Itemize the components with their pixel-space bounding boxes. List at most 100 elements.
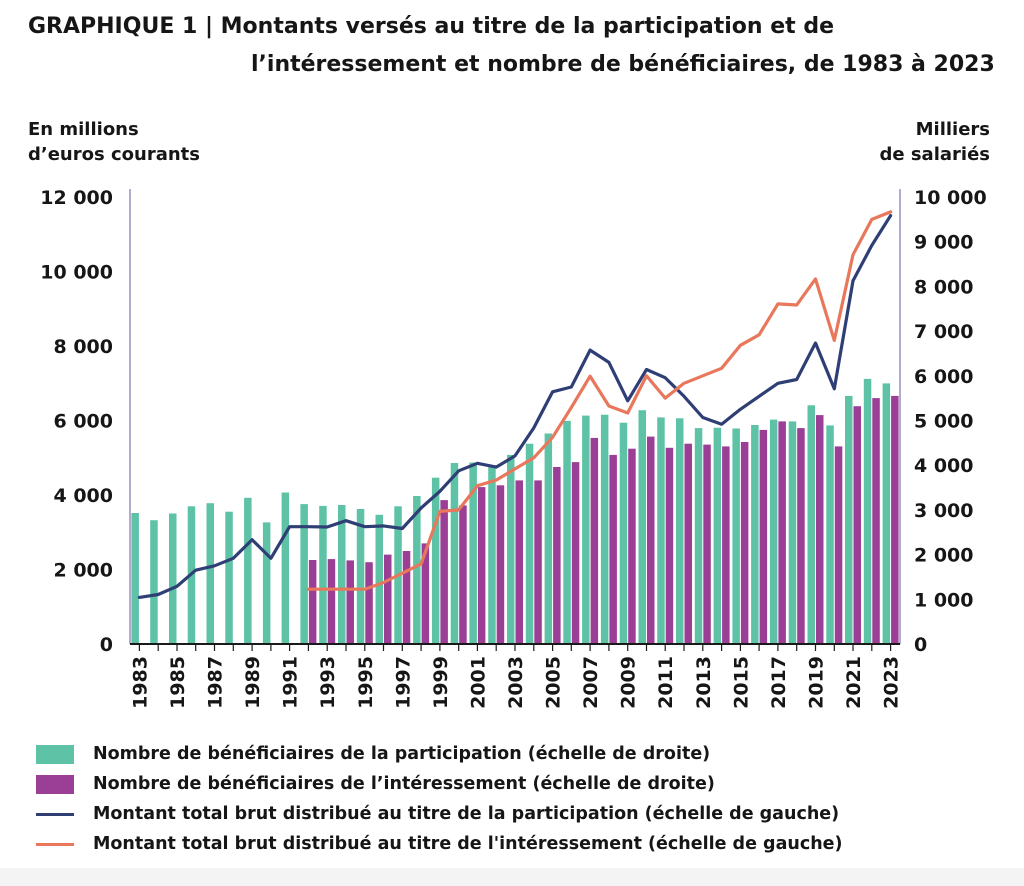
bar-participation-2000 <box>450 463 459 644</box>
x-tick-label: 1999 <box>430 656 452 709</box>
bar-interessement-2007 <box>590 437 599 644</box>
bar-participation-1999 <box>431 477 440 644</box>
bar-participation-2022 <box>863 378 872 644</box>
legend-item-participation-bar: Nombre de bénéficiaires de la participat… <box>36 741 843 767</box>
bar-interessement-2020 <box>834 446 843 644</box>
bar-participation-2016 <box>751 425 759 644</box>
bar-participation-2005 <box>544 433 553 644</box>
x-tick-label: 1985 <box>167 656 189 709</box>
chart-plot-area: 0 2 000 4 000 6 000 8 000 10 000 12 000 0 1 000 2… <box>40 187 986 709</box>
bar-participation-2019 <box>807 405 815 644</box>
x-tick-label: 2021 <box>843 656 865 709</box>
left-axis-unit-line1: En millions <box>28 119 139 140</box>
left-axis-unit-label: En millions d’euros courants <box>28 117 200 167</box>
bar-interessement-2002 <box>496 485 505 644</box>
x-tick-label: 1989 <box>242 656 264 709</box>
legend-item-participation-line: Montant total brut distribué au titre de… <box>36 801 843 827</box>
legend-swatch-participation-bar <box>36 744 74 764</box>
legend-label: Nombre de bénéficiaires de la participat… <box>93 744 711 764</box>
bar-interessement-2016 <box>759 429 768 644</box>
bar-interessement-2001 <box>477 487 486 644</box>
bar-interessement-2012 <box>684 443 692 644</box>
left-tick-label: 8 000 <box>54 336 114 358</box>
x-tick-label: 2001 <box>467 656 489 709</box>
right-axis-unit-line2: de salariés <box>879 144 990 165</box>
bar-participation-2017 <box>769 419 778 644</box>
x-tick-label: 1997 <box>392 656 414 709</box>
x-tick-label: 2011 <box>655 656 677 709</box>
bar-participation-2001 <box>469 462 477 644</box>
bar-participation-1987 <box>206 503 214 644</box>
right-tick-label: 1 000 <box>914 589 974 611</box>
x-tick-label: 2015 <box>730 656 752 709</box>
bar-interessement-2008 <box>609 454 617 644</box>
right-tick-label: 3 000 <box>914 500 974 522</box>
left-tick-label: 6 000 <box>54 411 114 433</box>
bar-participation-1994 <box>338 505 346 644</box>
left-tick-label: 4 000 <box>54 485 114 507</box>
bar-interessement-2000 <box>459 505 467 644</box>
bar-interessement-2014 <box>722 446 730 644</box>
right-axis-unit-label: Milliers de salariés <box>879 117 990 167</box>
x-tick-label: 2007 <box>580 656 602 709</box>
left-tick-label: 0 <box>100 634 113 656</box>
right-axis-unit-line1: Milliers <box>915 119 990 140</box>
bar-interessement-2013 <box>703 444 711 644</box>
x-tick-label: 2003 <box>505 656 527 709</box>
x-tick-label: 2009 <box>618 656 640 709</box>
bar-interessement-2009 <box>628 448 636 644</box>
bar-interessement-1994 <box>346 560 354 644</box>
bar-participation-2010 <box>638 410 646 644</box>
bar-participation-2011 <box>657 417 665 644</box>
legend-label: Montant total brut distribué au titre de… <box>93 834 843 854</box>
bar-interessement-2019 <box>816 415 824 644</box>
bar-participation-1983 <box>131 513 139 644</box>
x-tick-label: 2005 <box>543 656 565 709</box>
bar-interessement-2021 <box>853 406 861 644</box>
bar-interessement-2010 <box>647 436 655 644</box>
right-tick-label: 6 000 <box>914 366 974 388</box>
bar-participation-2004 <box>525 443 534 644</box>
bar-interessement-2023 <box>891 395 899 644</box>
bar-participation-2023 <box>882 383 891 644</box>
bar-participation-2003 <box>507 454 515 644</box>
bar-participation-1998 <box>413 496 421 644</box>
right-tick-label: 2 000 <box>914 545 974 567</box>
x-tick-label: 2017 <box>768 656 790 709</box>
chart-title-line1: GRAPHIQUE 1 | Montants versés au titre d… <box>28 14 834 39</box>
bar-participation-2015 <box>732 428 740 644</box>
left-tick-label: 10 000 <box>40 262 113 284</box>
bar-participation-2012 <box>676 418 684 644</box>
bar-interessement-2004 <box>534 480 542 644</box>
bar-participation-1990 <box>262 522 271 644</box>
bar-participation-1988 <box>225 511 233 644</box>
legend-swatch-participation-line <box>36 812 74 816</box>
bar-interessement-1992 <box>308 560 317 644</box>
left-axis-unit-line2: d’euros courants <box>28 144 200 165</box>
right-tick-label: 4 000 <box>914 455 974 477</box>
x-tick-label: 1993 <box>317 656 339 709</box>
bar-interessement-1998 <box>421 543 430 644</box>
bar-participation-1992 <box>300 504 308 644</box>
bar-interessement-1997 <box>402 551 411 644</box>
bar-participation-2018 <box>788 421 797 644</box>
legend-item-interessement-line: Montant total brut distribué au titre de… <box>36 831 843 857</box>
bar-interessement-1993 <box>327 559 336 644</box>
bar-interessement-2015 <box>740 442 749 644</box>
line-interessement-amount <box>306 210 893 591</box>
x-tick-label: 2013 <box>693 656 715 709</box>
right-tick-label: 9 000 <box>914 232 974 254</box>
chart-title-line2: l’intéressement et nombre de bénéficiair… <box>251 52 995 77</box>
bar-participation-2020 <box>826 425 834 644</box>
bar-interessement-2017 <box>778 421 786 644</box>
legend-swatch-interessement-line <box>36 842 74 846</box>
right-tick-label: 0 <box>914 634 927 656</box>
right-tick-label: 5 000 <box>914 411 974 433</box>
x-tick-label: 1987 <box>205 656 227 709</box>
legend-item-interessement-bar: Nombre de bénéficiaires de l’intéresseme… <box>36 771 843 797</box>
bar-interessement-2005 <box>553 467 561 644</box>
bar-interessement-2022 <box>872 398 880 644</box>
bar-participation-1996 <box>375 514 383 644</box>
bar-participation-2007 <box>582 415 590 644</box>
bar-interessement-1995 <box>365 562 373 644</box>
